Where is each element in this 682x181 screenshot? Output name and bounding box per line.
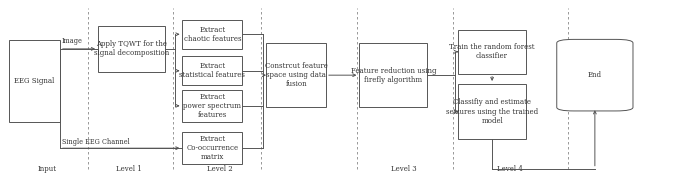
Text: Extract
power spectrum
features: Extract power spectrum features bbox=[183, 93, 241, 119]
Bar bbox=[458, 84, 526, 139]
Bar bbox=[182, 56, 242, 85]
Text: Level 2: Level 2 bbox=[207, 165, 233, 173]
Bar bbox=[266, 43, 326, 107]
Text: Apply TQWT for the
signal decomposition: Apply TQWT for the signal decomposition bbox=[93, 40, 169, 58]
Bar bbox=[182, 20, 242, 49]
Text: Image: Image bbox=[62, 37, 83, 45]
Bar bbox=[98, 26, 165, 72]
Text: End: End bbox=[588, 71, 602, 79]
Bar bbox=[458, 30, 526, 74]
Text: Extract
Co-occurrence
matrix: Extract Co-occurrence matrix bbox=[186, 135, 239, 161]
Text: Train the random forest
classifier: Train the random forest classifier bbox=[449, 43, 535, 60]
Text: Extract
chaotic features: Extract chaotic features bbox=[183, 26, 241, 43]
Text: Input: Input bbox=[38, 165, 57, 173]
Text: EEG Signal: EEG Signal bbox=[14, 77, 55, 85]
Text: Level 3: Level 3 bbox=[391, 165, 417, 173]
Text: Level 4: Level 4 bbox=[497, 165, 522, 173]
Text: Feature reduction using
firefly algorithm: Feature reduction using firefly algorith… bbox=[351, 67, 436, 84]
Bar bbox=[359, 43, 428, 107]
Bar bbox=[9, 40, 60, 122]
Bar bbox=[182, 90, 242, 122]
Bar bbox=[182, 132, 242, 164]
Text: Single EEG Channel: Single EEG Channel bbox=[62, 138, 130, 146]
Text: Constrcut feature
space using data
fusion: Constrcut feature space using data fusio… bbox=[265, 62, 327, 88]
FancyBboxPatch shape bbox=[557, 39, 633, 111]
Text: Level 1: Level 1 bbox=[116, 165, 142, 173]
Text: Extract
statistical features: Extract statistical features bbox=[179, 62, 246, 79]
Text: Classifiy and estimate
seizures using the trained
model: Classifiy and estimate seizures using th… bbox=[446, 98, 538, 125]
